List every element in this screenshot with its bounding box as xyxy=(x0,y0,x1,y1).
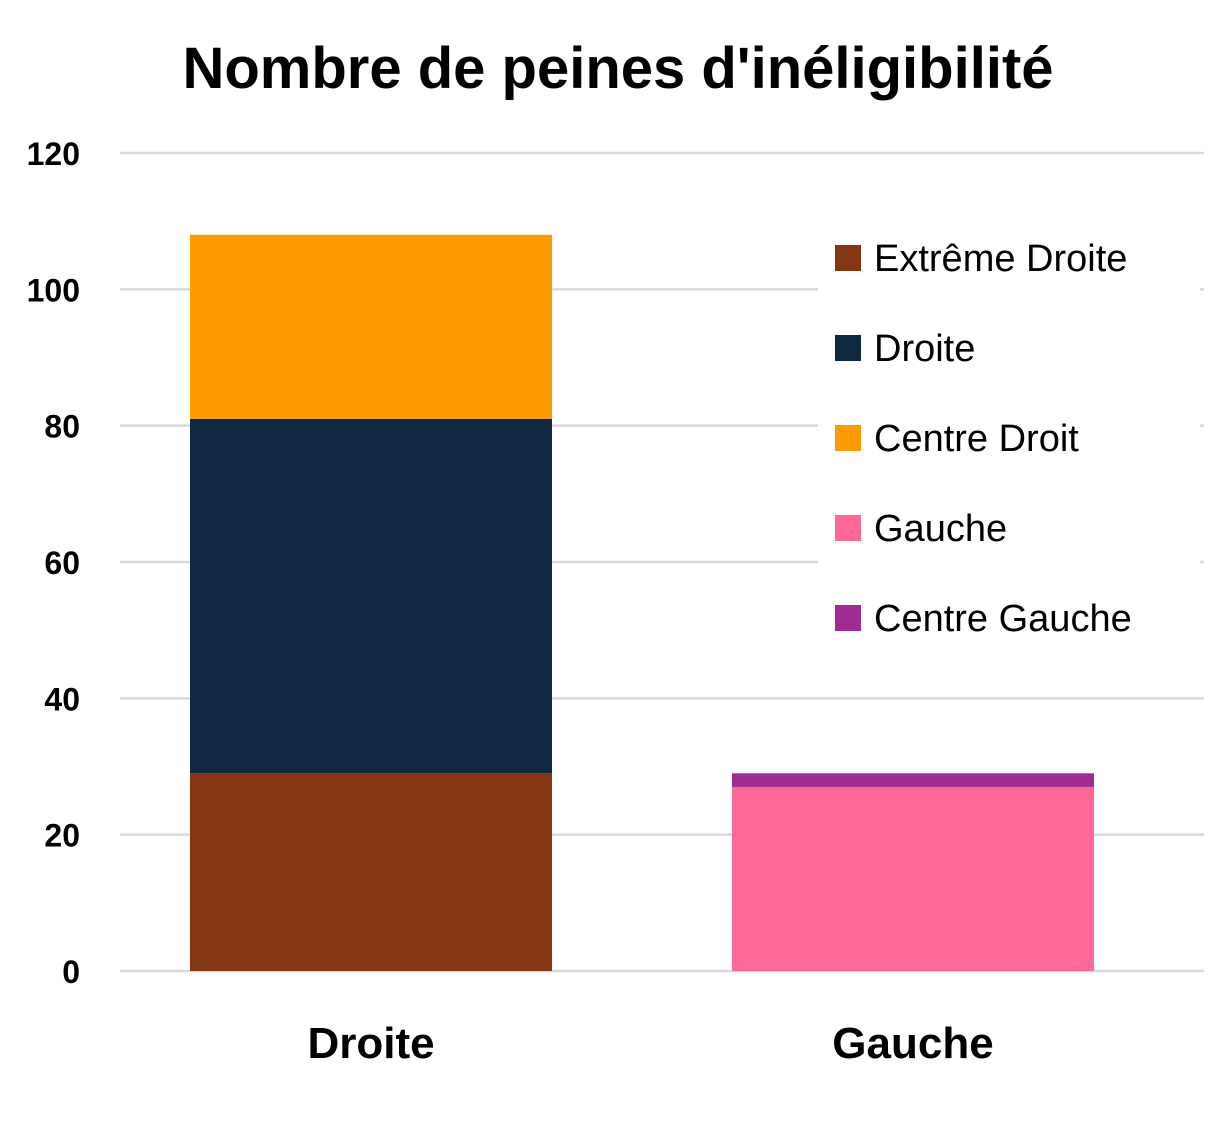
legend: Extrême Droite Droite Centre Droit Gauche Ce… xyxy=(835,238,1132,640)
bar-segment xyxy=(732,786,1094,971)
bar-segment xyxy=(732,773,1094,787)
y-tick-label: 100 xyxy=(27,272,80,308)
bar-segment xyxy=(190,234,552,419)
chart-title: Nombre de peines d'inéligibilité xyxy=(182,36,1053,101)
legend-label: Centre Gauche xyxy=(874,598,1132,640)
legend-background xyxy=(818,220,1200,660)
legend-swatch xyxy=(835,425,861,451)
legend-swatch xyxy=(835,245,861,271)
bar-segment xyxy=(190,773,552,971)
y-tick-label: 20 xyxy=(44,818,80,854)
x-tick-label: Droite xyxy=(307,1019,434,1068)
legend-label: Gauche xyxy=(874,508,1007,550)
bar-segment xyxy=(190,418,552,774)
legend-label: Droite xyxy=(874,328,975,370)
legend-swatch xyxy=(835,515,861,541)
y-axis-ticks: 0 20 40 60 80 100 120 xyxy=(27,136,80,990)
x-axis-ticks: Droite Gauche xyxy=(307,1019,993,1068)
legend-swatch xyxy=(835,605,861,631)
x-tick-label: Gauche xyxy=(832,1019,993,1068)
y-tick-label: 40 xyxy=(44,681,80,717)
y-tick-label: 0 xyxy=(62,954,80,990)
y-tick-label: 80 xyxy=(44,409,80,445)
y-tick-label: 60 xyxy=(44,545,80,581)
legend-label: Centre Droit xyxy=(874,418,1079,460)
y-tick-label: 120 xyxy=(27,136,80,172)
bars xyxy=(190,234,1094,971)
legend-swatch xyxy=(835,335,861,361)
legend-label: Extrême Droite xyxy=(874,238,1127,280)
